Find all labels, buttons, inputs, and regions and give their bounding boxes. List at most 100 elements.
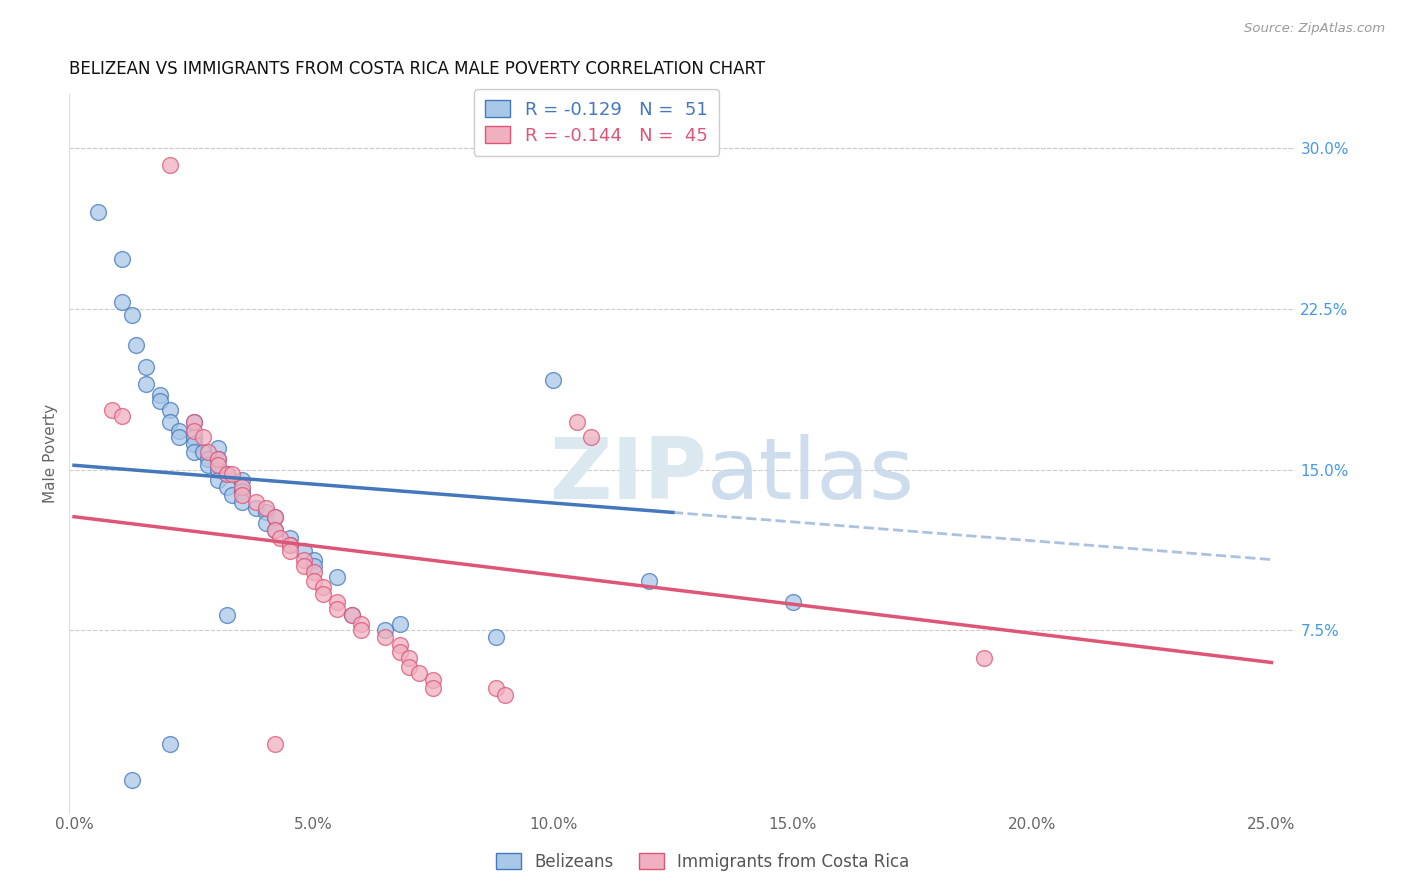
Point [278, 538, 301, 552]
Point [217, 608, 239, 623]
Point [374, 630, 396, 644]
Point [254, 501, 277, 516]
Point [207, 441, 229, 455]
Point [398, 651, 420, 665]
Text: atlas: atlas [707, 434, 915, 516]
Point [278, 544, 301, 558]
Point [101, 402, 124, 417]
Point [207, 451, 229, 466]
Point [111, 409, 134, 423]
Point [183, 424, 205, 438]
Point [264, 737, 287, 751]
Point [264, 509, 287, 524]
Point [264, 523, 287, 537]
Point [169, 424, 191, 438]
Point [264, 509, 287, 524]
Point [197, 458, 219, 473]
Text: Source: ZipAtlas.com: Source: ZipAtlas.com [1244, 22, 1385, 36]
Point [422, 673, 444, 687]
Point [87, 205, 110, 219]
Point [484, 630, 506, 644]
Point [111, 252, 134, 267]
Point [302, 566, 325, 580]
Point [637, 574, 659, 588]
Point [207, 451, 229, 466]
Point [350, 624, 373, 638]
Point [231, 483, 253, 498]
Point [231, 480, 253, 494]
Point [217, 467, 239, 481]
Point [350, 616, 373, 631]
Point [388, 616, 411, 631]
Point [193, 430, 215, 444]
Point [135, 359, 157, 374]
Point [408, 666, 430, 681]
Point [183, 416, 205, 430]
Point [193, 445, 215, 459]
Point [398, 660, 420, 674]
Point [183, 445, 205, 459]
Point [197, 451, 219, 466]
Point [254, 505, 277, 519]
Point [388, 638, 411, 652]
Point [207, 473, 229, 487]
Point [292, 552, 315, 566]
Point [484, 681, 506, 696]
Point [183, 430, 205, 444]
Point [169, 430, 191, 444]
Point [159, 158, 181, 172]
Text: ZIP: ZIP [550, 434, 707, 516]
Text: BELIZEAN VS IMMIGRANTS FROM COSTA RICA MALE POVERTY CORRELATION CHART: BELIZEAN VS IMMIGRANTS FROM COSTA RICA M… [69, 60, 765, 78]
Point [231, 494, 253, 508]
Point [494, 688, 516, 702]
Point [149, 394, 172, 409]
Point [292, 544, 315, 558]
Point [422, 681, 444, 696]
Point [135, 376, 157, 391]
Point [231, 488, 253, 502]
Point [121, 308, 143, 322]
Point [782, 595, 804, 609]
Point [183, 416, 205, 430]
Point [245, 494, 267, 508]
Point [565, 416, 588, 430]
Point [302, 559, 325, 574]
Point [207, 462, 229, 476]
Point [217, 480, 239, 494]
Point [207, 458, 229, 473]
Point [159, 737, 181, 751]
Legend: Belizeans, Immigrants from Costa Rica: Belizeans, Immigrants from Costa Rica [488, 845, 918, 880]
Point [278, 531, 301, 545]
Point [340, 608, 363, 623]
Point [326, 570, 349, 584]
Point [183, 437, 205, 451]
Point [197, 445, 219, 459]
Legend: R = -0.129   N =  51, R = -0.144   N =  45: R = -0.129 N = 51, R = -0.144 N = 45 [474, 89, 718, 155]
Point [581, 430, 603, 444]
Point [159, 402, 181, 417]
Point [264, 523, 287, 537]
Point [326, 595, 349, 609]
Point [326, 602, 349, 616]
Point [159, 416, 181, 430]
Point [541, 372, 564, 386]
Point [340, 608, 363, 623]
Point [388, 645, 411, 659]
Point [973, 651, 995, 665]
Point [111, 295, 134, 310]
Point [278, 538, 301, 552]
Point [221, 488, 243, 502]
Point [149, 387, 172, 401]
Point [292, 559, 315, 574]
Point [269, 531, 291, 545]
Point [245, 501, 267, 516]
Point [302, 574, 325, 588]
Point [231, 473, 253, 487]
Point [374, 624, 396, 638]
Y-axis label: Male Poverty: Male Poverty [44, 404, 58, 503]
Point [125, 338, 148, 352]
Point [254, 516, 277, 530]
Point [302, 552, 325, 566]
Point [312, 581, 335, 595]
Point [221, 467, 243, 481]
